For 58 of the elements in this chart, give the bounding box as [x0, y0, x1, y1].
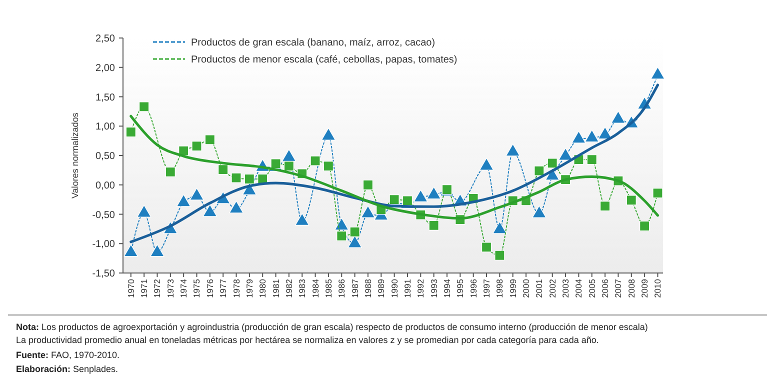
x-tick-label: 1993: [428, 278, 439, 298]
y-tick-label: 2,00: [96, 62, 116, 74]
source-note: Fuente: FAO, 1970-2010.: [16, 350, 120, 360]
x-tick-label: 2005: [586, 278, 597, 298]
x-tick-label: 1976: [204, 278, 215, 298]
y-axis-title: Valores normalizados: [70, 112, 80, 198]
x-tick-label: 1974: [178, 278, 189, 298]
y-tick-label: -1,00: [92, 239, 116, 250]
x-tick-label: 1970: [126, 278, 136, 298]
x-tick-label: 1998: [494, 278, 505, 298]
x-tick-label: 1985: [323, 278, 334, 298]
x-tick-label: 2002: [547, 278, 558, 298]
y-tick-label: 1,00: [96, 122, 116, 133]
text: Nota: Los productos de agroexportación y agroindustria (producción de gran escala) respecto de productos de consumo interno (producción de menor escala): [16, 322, 648, 332]
x-tick-label: 2007: [613, 278, 624, 298]
x-tick-label: 1980: [258, 278, 268, 298]
x-tick-label: 1999: [508, 278, 518, 298]
x-tick-label: 1990: [389, 278, 400, 298]
x-tick-label: 1986: [336, 278, 347, 298]
x-tick-label: 2006: [600, 278, 610, 298]
x-tick-label: 2004: [574, 278, 584, 298]
x-tick-label: 1995: [455, 278, 466, 298]
x-tick-label: 1991: [402, 278, 412, 298]
x-tick-label: 1982: [284, 278, 294, 298]
x-tick-label: 2010: [652, 278, 663, 298]
y-tick-label: 1,50: [96, 92, 116, 104]
x-tick-label: 1978: [231, 278, 242, 298]
x-tick-label: 1971: [139, 278, 150, 298]
x-tick-label: 1988: [362, 278, 373, 298]
line-series: [130, 84, 660, 244]
x-tick-label: 1979: [244, 278, 254, 298]
x-tick-label: 2003: [560, 278, 571, 298]
x-tick-label: 1983: [297, 278, 308, 298]
x-tick-label: 1984: [310, 278, 320, 298]
y-tick-label: 0,50: [96, 151, 116, 162]
x-tick-label: 1994: [442, 278, 452, 298]
x-tick-label: 1989: [376, 278, 386, 298]
y-tick-label: -0,50: [92, 210, 116, 221]
x-tick-label: 1975: [192, 278, 202, 298]
text: Elaboración: Senplades.: [16, 364, 118, 374]
y-tick-label: 2,50: [96, 34, 116, 44]
y-tick-label: 0,00: [96, 180, 116, 192]
x-tick-label: 1997: [481, 278, 492, 298]
x-tick-label: 1977: [218, 278, 228, 298]
x-tick-label: 2001: [534, 278, 544, 298]
x-tick-label: 2008: [626, 278, 636, 298]
x-tick-label: 2009: [640, 278, 650, 298]
x-tick-label: 1972: [152, 278, 162, 298]
y-tick-label: -1,50: [92, 268, 116, 280]
x-tick-label: 2000: [521, 278, 531, 298]
x-tick-label: 1992: [416, 278, 426, 298]
x-tick-label: 1996: [468, 278, 478, 298]
x-tick-label: 1981: [270, 278, 281, 298]
legend-label: Productos de menor escala (café, cebollas, papas, tomates): [191, 54, 458, 66]
legend-label: Productos de gran escala (banano, maíz, arroz, cacao): [191, 38, 436, 48]
text: La productividad promedio anual en toneladas métricas por hectárea se normaliza en valores z y se promedian por cada categoría para cada año.: [16, 335, 599, 345]
x-tick-label: 1973: [165, 278, 176, 298]
x-tick-label: 1987: [350, 278, 360, 298]
